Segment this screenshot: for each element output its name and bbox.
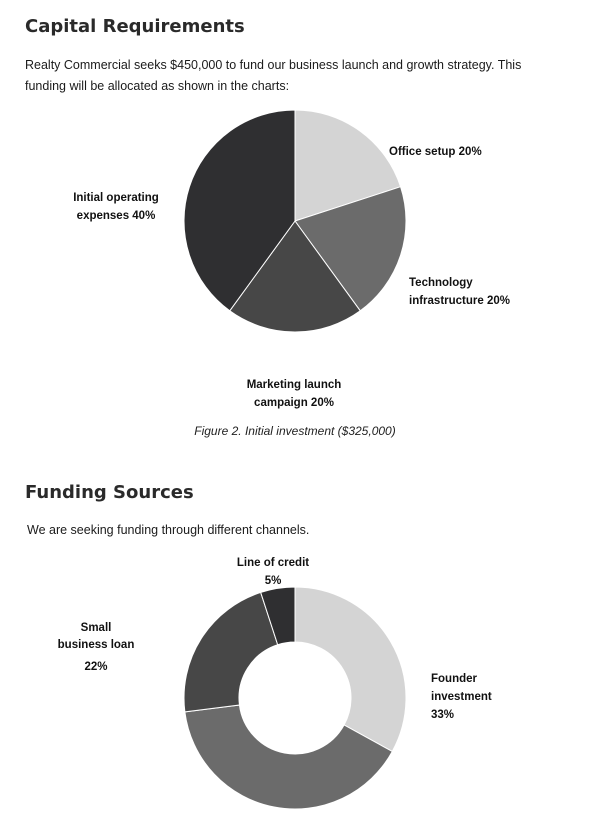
donut-label-small-business-loan: Small business loan 22% [57, 622, 135, 673]
funding-sources-intro: We are seeking funding through different… [27, 523, 310, 537]
pie-label-operating-expenses: Initial operating expenses 40% [73, 192, 159, 222]
pie-label-technology: Technology infrastructure 20% [409, 277, 510, 307]
donut-slice-2 [183, 591, 279, 713]
figure-caption: Figure 2. Initial investment ($325,000) [194, 424, 396, 438]
donut-label-founder-investment: Founder investment 33% [431, 673, 492, 721]
initial-investment-pie-chart [183, 109, 407, 333]
donut-slice-0 [294, 586, 407, 753]
pie-label-marketing: Marketing launch campaign 20% [246, 379, 342, 409]
donut-slice-1 [184, 704, 393, 810]
funding-sources-donut-chart [183, 586, 407, 810]
pie-slice-1 [294, 186, 407, 312]
pie-label-office-setup: Office setup 20% [389, 146, 482, 158]
funding-sources-heading: Funding Sources [25, 482, 194, 503]
pie-slice-3 [183, 109, 296, 312]
capital-requirements-intro: Realty Commercial seeks $450,000 to fund… [25, 58, 522, 93]
pie-slice-2 [229, 220, 361, 333]
donut-slice-3 [260, 586, 296, 646]
pie-slice-0 [294, 109, 402, 222]
donut-label-line-of-credit: Line of credit 5% [236, 557, 310, 587]
capital-requirements-heading: Capital Requirements [25, 16, 245, 37]
